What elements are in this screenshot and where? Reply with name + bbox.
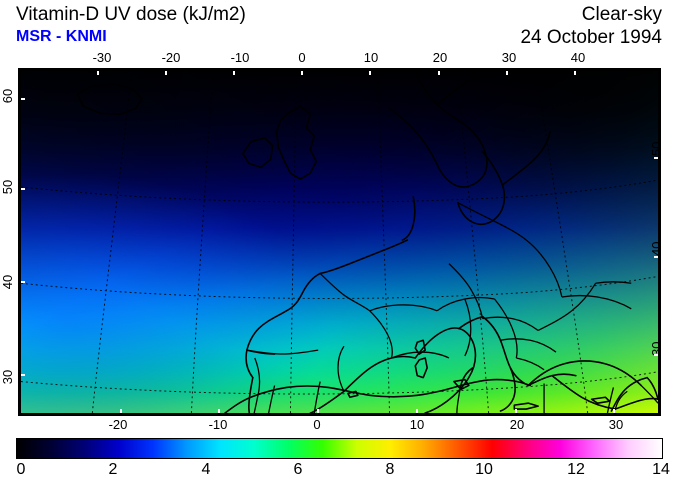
country-borders <box>246 202 658 413</box>
colorbar-tick-label: 14 <box>652 461 670 478</box>
coastlines <box>76 71 658 413</box>
tick-right-30 <box>654 354 658 357</box>
colorbar-tick-label: 6 <box>293 461 303 478</box>
tick-top-20 <box>437 71 440 75</box>
axis-label-top: 20 <box>432 50 448 65</box>
colorbar-tick-label: 10 <box>475 461 493 478</box>
axis-label-top: -10 <box>230 50 250 65</box>
axis-label-top: -20 <box>161 50 181 65</box>
axis-label-bottom: 20 <box>509 417 525 432</box>
tick-bottom-m10 <box>218 409 221 413</box>
page-title: Vitamin-D UV dose (kJ/m2) <box>16 4 246 25</box>
source-label: MSR - KNMI <box>16 28 107 45</box>
axis-label-right: 50 <box>649 141 664 156</box>
colorbar <box>16 438 663 459</box>
axis-label-bottom: -10 <box>208 417 228 432</box>
tick-bottom-20 <box>514 409 517 413</box>
axis-label-left: 40 <box>0 274 16 290</box>
sky-condition: Clear-sky <box>581 4 662 25</box>
axis-label-left: 30 <box>0 369 16 385</box>
axis-label-top: 30 <box>501 50 517 65</box>
axis-label-left: 50 <box>0 179 16 195</box>
tick-right-50 <box>654 157 658 160</box>
colorbar-tick-label: 4 <box>201 461 211 478</box>
tick-bottom-10 <box>415 409 418 413</box>
colorbar-tick-label: 2 <box>108 461 118 478</box>
tick-bottom-30 <box>613 409 616 413</box>
colorbar-tick-label: 12 <box>567 461 585 478</box>
axis-label-left: 60 <box>0 88 16 104</box>
axis-label-bottom: 30 <box>608 417 624 432</box>
tick-top-30 <box>505 71 508 75</box>
graticule <box>21 71 658 413</box>
tick-left-30 <box>21 374 25 376</box>
tick-bottom-m20 <box>119 409 122 413</box>
uv-dose-field <box>21 71 658 413</box>
axis-label-bottom: 10 <box>409 417 425 432</box>
tick-left-50 <box>21 187 25 190</box>
tick-top-40 <box>573 71 576 75</box>
axis-label-right: 40 <box>649 241 664 256</box>
axis-label-bottom: 0 <box>313 417 321 432</box>
colorbar-gradient <box>17 439 662 458</box>
tick-right-40 <box>654 255 658 258</box>
axis-label-top: -30 <box>92 50 112 65</box>
tick-bottom-0 <box>317 409 320 413</box>
axis-label-top: 0 <box>298 50 306 65</box>
axis-label-bottom: -20 <box>108 417 128 432</box>
colorbar-frame <box>16 438 663 459</box>
tick-top-m10 <box>233 71 236 75</box>
map-date: 24 October 1994 <box>520 27 662 48</box>
tick-top-10 <box>369 71 372 75</box>
tick-left-60 <box>21 98 25 101</box>
tick-top-m20 <box>164 71 167 75</box>
tick-top-0 <box>301 71 304 75</box>
tick-top-m30 <box>96 71 99 75</box>
colorbar-tick-label: 8 <box>385 461 395 478</box>
axis-label-top: 40 <box>570 50 586 65</box>
map-plot-area <box>18 68 661 416</box>
axis-label-top: 10 <box>363 50 379 65</box>
tick-left-40 <box>21 280 25 283</box>
colorbar-tick-label: 0 <box>16 461 26 478</box>
